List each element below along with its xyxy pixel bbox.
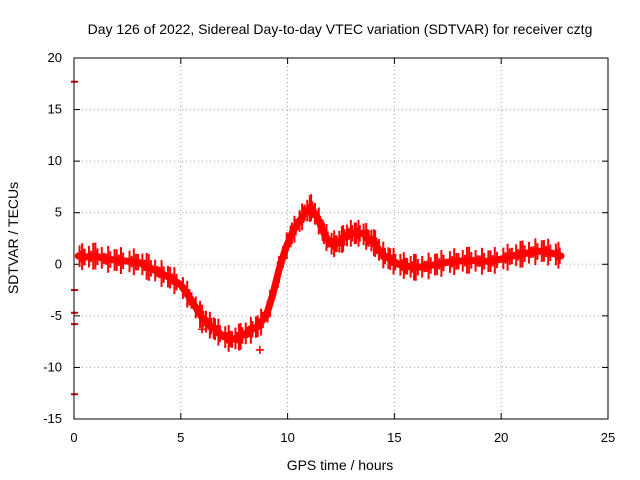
data-point-marker	[124, 258, 131, 265]
data-point-marker	[365, 235, 372, 242]
y-tick-label: 15	[48, 102, 62, 117]
data-point-marker	[455, 258, 462, 265]
data-point-marker	[466, 257, 473, 264]
data-point-marker	[412, 264, 419, 271]
data-point-marker	[314, 214, 321, 221]
data-point-marker	[320, 230, 327, 237]
data-point-marker	[498, 256, 505, 263]
y-tick-label: -10	[43, 359, 62, 374]
plot-area	[71, 80, 565, 396]
data-point-marker	[353, 230, 359, 237]
data-point-marker	[551, 251, 558, 257]
data-point-marker	[519, 251, 526, 257]
data-point-marker	[295, 220, 302, 226]
data-point-marker	[387, 256, 394, 263]
data-point-marker	[199, 314, 206, 321]
x-tick-label: 25	[601, 430, 615, 445]
data-point-marker	[75, 253, 82, 259]
data-point-marker	[212, 326, 218, 333]
data-point-marker	[395, 261, 402, 268]
data-point-marker	[308, 204, 315, 211]
data-point-marker	[263, 312, 270, 319]
y-axis-ticks: -15 -10 -5 0 5 10 15 20	[43, 50, 608, 426]
data-point-marker	[188, 297, 195, 304]
data-point-marker	[103, 256, 109, 263]
data-point-marker	[434, 261, 441, 268]
data-point-marker	[276, 266, 283, 273]
y-tick-label: 20	[48, 50, 62, 65]
data-point-marker	[333, 240, 340, 247]
x-tick-label: 10	[280, 430, 294, 445]
y-tick-label: 5	[55, 205, 62, 220]
x-axis-ticks: 0 5 10 15 20 25	[70, 58, 615, 445]
y-tick-label: 0	[55, 256, 62, 271]
data-point-marker	[288, 230, 295, 237]
x-axis-label: GPS time / hours	[287, 457, 394, 473]
y-tick-label: -5	[50, 308, 62, 323]
data-point-marker	[246, 328, 253, 335]
outlier-point	[255, 345, 264, 354]
data-point-marker	[92, 253, 99, 259]
data-point-marker	[156, 269, 163, 276]
data-point-marker	[254, 323, 261, 330]
data-point-marker	[205, 321, 212, 328]
chart-title: Day 126 of 2022, Sidereal Day-to-day VTE…	[88, 21, 593, 37]
data-point-marker	[340, 235, 347, 242]
data-point-marker	[145, 264, 152, 271]
data-point-marker	[540, 247, 547, 254]
y-tick-label: 10	[48, 153, 62, 168]
data-point-marker	[282, 245, 289, 252]
data-point-marker	[444, 259, 451, 266]
data-point-marker	[423, 263, 430, 270]
data-point-marker	[327, 240, 334, 247]
data-point-marker	[113, 257, 120, 264]
y-tick-label: -15	[43, 411, 62, 426]
x-tick-label: 5	[177, 430, 184, 445]
data-point-marker	[269, 292, 276, 299]
x-tick-label: 0	[70, 430, 77, 445]
data-point-marker	[220, 333, 227, 340]
plot-frame	[73, 57, 609, 420]
y-axis-label: SDTVAR / TECUs	[5, 182, 21, 294]
x-tick-label: 15	[387, 430, 401, 445]
data-point-marker	[237, 333, 244, 340]
data-point-marker	[372, 240, 379, 247]
data-point-marker	[359, 230, 366, 237]
data-point-marker	[558, 253, 564, 259]
x-tick-label: 20	[494, 430, 508, 445]
data-point-marker	[487, 258, 494, 265]
outlier-point	[198, 325, 207, 334]
data-point-marker	[301, 209, 308, 216]
data-point-marker	[167, 274, 174, 281]
data-point-marker	[229, 336, 236, 343]
data-point-marker	[81, 254, 88, 261]
data-point-marker	[135, 259, 142, 266]
data-point-marker	[404, 263, 411, 270]
data-point-marker	[177, 281, 184, 288]
data-point-marker	[508, 253, 515, 259]
data-point-marker	[378, 251, 385, 257]
data-point-marker	[530, 248, 537, 255]
data-point-marker	[346, 230, 353, 237]
data-point-marker	[476, 258, 483, 265]
